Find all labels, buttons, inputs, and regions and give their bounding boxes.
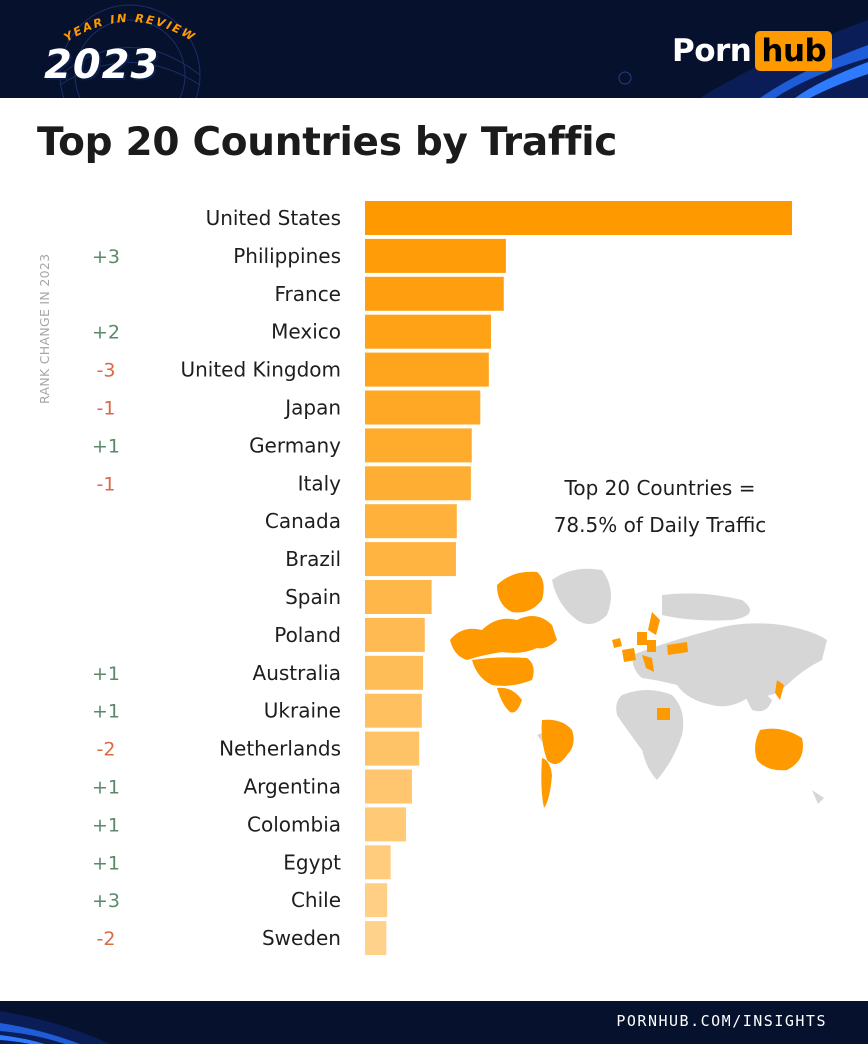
logo-text-right: hub xyxy=(755,31,833,71)
rank-change-label: +1 xyxy=(92,777,120,799)
rank-change-label: +3 xyxy=(92,890,120,912)
bar-colombia xyxy=(365,807,406,842)
category-label: Philippines xyxy=(233,244,341,268)
category-label: Japan xyxy=(283,396,341,420)
category-label: Poland xyxy=(274,623,341,647)
category-label: Brazil xyxy=(285,547,341,571)
category-label: United States xyxy=(206,206,341,230)
rank-change-label: -2 xyxy=(97,739,116,761)
header-bar: YEAR IN REVIEW 2023 Porn hub xyxy=(0,0,868,98)
logo-text-left: Porn xyxy=(672,33,752,69)
category-label: Australia xyxy=(253,661,341,685)
bar-france xyxy=(365,276,504,311)
rank-change-label: -1 xyxy=(97,398,116,420)
rank-change-label: -3 xyxy=(97,360,116,382)
category-label: Germany xyxy=(249,433,341,457)
category-label: Sweden xyxy=(262,926,341,950)
bar-argentina xyxy=(365,769,412,804)
footer-decoration xyxy=(0,1011,110,1044)
chart-title: Top 20 Countries by Traffic xyxy=(37,120,618,165)
rank-change-label: +1 xyxy=(92,435,120,457)
bar-canada xyxy=(365,504,457,539)
bar-italy xyxy=(365,466,471,501)
category-label: Netherlands xyxy=(219,737,341,761)
bar-brazil xyxy=(365,542,456,577)
rank-change-label: +1 xyxy=(92,663,120,685)
rank-change-label: +1 xyxy=(92,701,120,723)
bar-australia xyxy=(365,655,424,690)
bar-sweden xyxy=(365,921,387,956)
bar-japan xyxy=(365,390,481,425)
bar-philippines xyxy=(365,238,506,273)
bar-ukraine xyxy=(365,693,422,728)
insights-link[interactable]: PORNHUB.COM/INSIGHTS xyxy=(616,1012,827,1030)
rank-change-label: +1 xyxy=(92,814,120,836)
bar-spain xyxy=(365,580,432,614)
category-label: France xyxy=(274,282,341,306)
bar-egypt xyxy=(365,845,391,880)
bar-united-kingdom xyxy=(365,352,489,387)
category-label: Colombia xyxy=(247,812,341,836)
category-label: Ukraine xyxy=(264,699,341,723)
map-top20-countries xyxy=(450,571,803,808)
category-label: Canada xyxy=(265,509,341,533)
category-label: Spain xyxy=(285,585,341,609)
year-label: 2023 xyxy=(44,42,160,88)
rank-change-label: +2 xyxy=(92,322,120,344)
category-label: Argentina xyxy=(243,775,341,799)
bar-mexico xyxy=(365,314,491,349)
rank-change-label: -1 xyxy=(97,473,116,495)
category-label: Mexico xyxy=(271,320,341,344)
brand-logo: Porn hub xyxy=(672,30,833,72)
year-in-review-arc: YEAR IN REVIEW xyxy=(61,11,196,45)
rank-change-label: -2 xyxy=(97,928,116,950)
annotation-line-2: 78.5% of Daily Traffic xyxy=(553,513,767,537)
bar-germany xyxy=(365,428,472,463)
bar-chart: United States Philippines +3 France Mexico +2… xyxy=(92,201,792,956)
category-label: Italy xyxy=(298,471,342,495)
annotation-line-1: Top 20 Countries = xyxy=(564,476,756,500)
footer-bar xyxy=(0,1001,868,1044)
bar-chile xyxy=(365,883,388,918)
category-label: Chile xyxy=(291,888,341,912)
rank-change-label: +1 xyxy=(92,852,120,874)
bar-poland xyxy=(365,617,425,652)
world-map xyxy=(450,568,827,808)
category-label: United Kingdom xyxy=(180,358,341,382)
bar-united-states xyxy=(365,201,792,235)
traffic-annotation: Top 20 Countries = 78.5% of Daily Traffi… xyxy=(510,470,810,544)
rank-change-label: +3 xyxy=(92,246,120,268)
bar-netherlands xyxy=(365,731,420,766)
category-label: Egypt xyxy=(283,850,341,874)
